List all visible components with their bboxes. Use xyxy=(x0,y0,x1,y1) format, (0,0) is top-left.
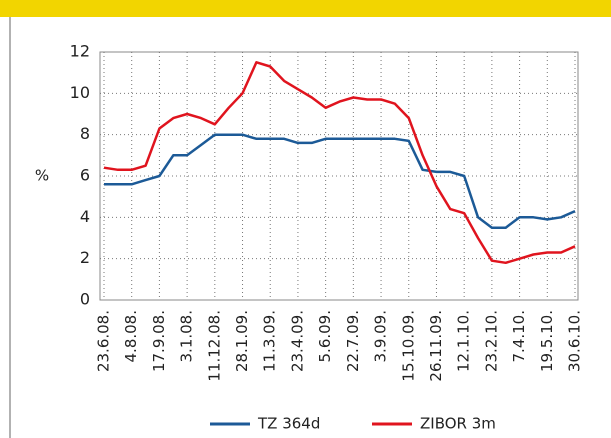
x-tick-label: 12.1.10. xyxy=(455,310,473,372)
x-tick-label: 3.9.09. xyxy=(372,310,390,362)
header-bar xyxy=(0,0,611,17)
x-tick-label: 4.8.08. xyxy=(122,310,140,362)
x-tick-label: 3.1.08. xyxy=(178,310,196,362)
x-tick-label: 11.3.09. xyxy=(261,310,279,372)
series-line xyxy=(104,133,576,229)
legend-label: ZIBOR 3m xyxy=(420,415,496,433)
y-tick-label: 10 xyxy=(70,83,90,102)
x-tick-label: 23.4.09. xyxy=(288,310,306,372)
legend-label: TZ 364d xyxy=(257,415,320,433)
x-tick-label: 19.5.10. xyxy=(538,310,556,372)
y-tick-label: 2 xyxy=(80,248,90,267)
x-tick-label: 26.11.09. xyxy=(427,310,445,382)
x-tick-label: 11.12.08. xyxy=(205,310,223,382)
y-tick-label: 8 xyxy=(80,124,90,143)
x-tick-label: 28.1.09. xyxy=(233,310,251,372)
x-tick-label: 7.4.10. xyxy=(510,310,528,362)
x-tick-label: 30.6.10. xyxy=(566,310,584,372)
x-tick-label: 15.10.09. xyxy=(399,310,417,382)
y-tick-label: 12 xyxy=(70,42,90,61)
x-tick-label: 5.6.09. xyxy=(316,310,334,362)
x-tick-label: 23.2.10. xyxy=(482,310,500,372)
series-line xyxy=(103,61,576,265)
x-tick-label: 17.9.08. xyxy=(150,310,168,372)
y-tick-label: 4 xyxy=(80,207,90,226)
y-axis-label: % xyxy=(35,167,49,185)
y-tick-label: 6 xyxy=(80,166,90,185)
x-tick-label: 23.6.08. xyxy=(95,310,113,372)
y-tick-label: 0 xyxy=(80,290,90,309)
x-tick-label: 22.7.09. xyxy=(344,310,362,372)
